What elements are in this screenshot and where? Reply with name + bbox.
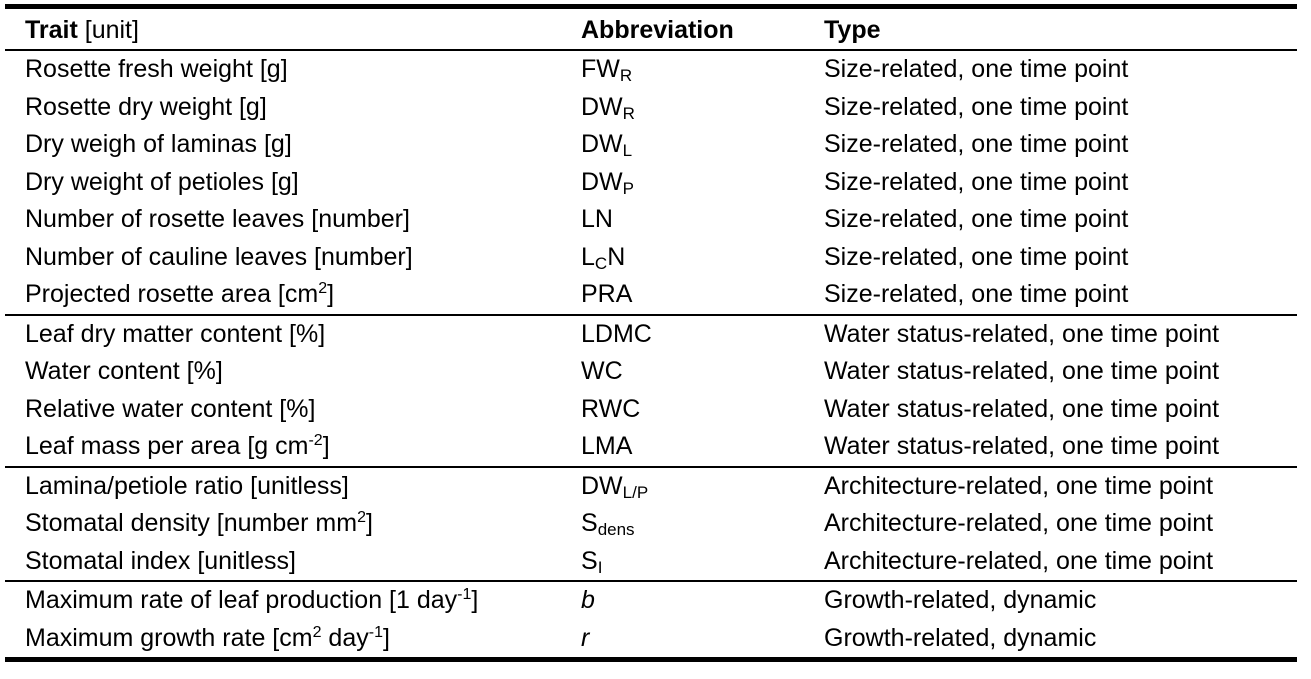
table-row: Rosette fresh weight [g] FWR Size-relate… <box>5 49 1297 89</box>
type-cell: Architecture-related, one time point <box>824 509 1214 537</box>
trait-cell: Rosette fresh weight [g] <box>5 49 581 89</box>
header-type: Type <box>824 16 881 44</box>
table-row: Maximum growth rate [cm2 day-1] r Growth… <box>5 620 1297 658</box>
type-cell: Water status-related, one time point <box>824 394 1220 423</box>
trait-cell: Stomatal density [number mm2] <box>25 509 373 537</box>
table-row: Rosette dry weight [g] DWR Size-related,… <box>5 89 1297 127</box>
type-cell: Growth-related, dynamic <box>824 580 1297 620</box>
abbreviation-cell: SI <box>581 546 603 577</box>
table-row: Dry weight of petioles [g] DWP Size-rela… <box>5 164 1297 202</box>
traits-table-container: Trait [unit] Abbreviation Type Rosette f… <box>5 4 1297 662</box>
trait-cell: Relative water content [%] <box>25 394 316 423</box>
table-row: Number of rosette leaves [number] LN Siz… <box>5 201 1297 239</box>
abbreviation-cell: DWR <box>581 92 635 123</box>
abbreviation-cell: LCN <box>581 242 626 273</box>
table-row: Water content [%] WC Water status-relate… <box>5 353 1297 391</box>
trait-cell: Projected rosette area [cm2] <box>25 280 335 308</box>
type-cell: Water status-related, one time point <box>824 432 1220 460</box>
bottom-rule <box>5 657 1297 662</box>
table-row: Stomatal density [number mm2] Sdens Arch… <box>5 505 1297 543</box>
abbreviation-cell: FWR <box>581 49 824 89</box>
trait-cell: Maximum rate of leaf production [1 day-1… <box>5 580 581 620</box>
table-row: Projected rosette area [cm2] PRA Size-re… <box>5 276 1297 315</box>
trait-cell: Dry weigh of laminas [g] <box>25 130 292 158</box>
header-abbreviation: Abbreviation <box>581 16 734 44</box>
type-cell: Size-related, one time point <box>824 167 1129 196</box>
trait-cell: Dry weight of petioles [g] <box>25 167 299 196</box>
trait-cell: Stomatal index [unitless] <box>25 546 296 575</box>
trait-cell: Leaf mass per area [g cm-2] <box>25 432 330 460</box>
type-cell: Size-related, one time point <box>824 49 1297 89</box>
trait-cell: Number of rosette leaves [number] <box>25 205 410 233</box>
abbreviation-cell: LN <box>581 205 613 233</box>
abbreviation-cell: LDMC <box>581 313 824 353</box>
type-cell: Size-related, one time point <box>824 130 1129 158</box>
header-trait-unit: [unit] <box>84 16 139 44</box>
abbreviation-cell: Sdens <box>581 509 635 539</box>
type-cell: Size-related, one time point <box>824 205 1129 233</box>
abbreviation-cell: DWL/P <box>581 465 824 505</box>
abbreviation-cell: RWC <box>581 394 641 423</box>
header-trait-label: Trait <box>25 16 78 44</box>
table-row: Leaf dry matter content [%] LDMC Water s… <box>5 313 1297 353</box>
type-cell: Growth-related, dynamic <box>824 623 1097 652</box>
type-cell: Architecture-related, one time point <box>824 465 1297 505</box>
trait-cell: Number of cauline leaves [number] <box>25 242 413 271</box>
table-row: Relative water content [%] RWC Water sta… <box>5 391 1297 429</box>
table-row: Lamina/petiole ratio [unitless] DWL/P Ar… <box>5 465 1297 505</box>
abbreviation-cell: DWL <box>581 130 633 160</box>
table-row: Dry weigh of laminas [g] DWL Size-relate… <box>5 126 1297 164</box>
type-cell: Size-related, one time point <box>824 92 1129 121</box>
abbreviation-cell: LMA <box>581 432 633 460</box>
table-row: Number of cauline leaves [number] LCN Si… <box>5 239 1297 277</box>
trait-cell: Rosette dry weight [g] <box>25 92 267 121</box>
top-rule <box>5 4 1297 9</box>
type-cell: Size-related, one time point <box>824 280 1129 308</box>
table-row: Stomatal index [unitless] SI Architectur… <box>5 543 1297 582</box>
abbreviation-cell: PRA <box>581 280 633 308</box>
type-cell: Water status-related, one time point <box>824 357 1220 385</box>
table-header-row: Trait [unit] Abbreviation Type <box>5 9 1297 50</box>
abbreviation-cell: WC <box>581 357 623 385</box>
trait-cell: Lamina/petiole ratio [unitless] <box>5 465 581 505</box>
abbreviation-cell: DWP <box>581 167 634 198</box>
table-row: Maximum rate of leaf production [1 day-1… <box>5 580 1297 620</box>
traits-table: Trait [unit] Abbreviation Type Rosette f… <box>5 9 1297 657</box>
abbreviation-cell: b <box>581 580 824 620</box>
trait-cell: Leaf dry matter content [%] <box>5 313 581 353</box>
type-cell: Water status-related, one time point <box>824 313 1297 353</box>
trait-cell: Water content [%] <box>25 357 223 385</box>
header-trait: Trait [unit] <box>5 9 581 50</box>
table-row: Leaf mass per area [g cm-2] LMA Water st… <box>5 428 1297 467</box>
trait-cell: Maximum growth rate [cm2 day-1] <box>25 623 390 652</box>
abbreviation-cell: r <box>581 623 590 652</box>
type-cell: Architecture-related, one time point <box>824 546 1214 575</box>
type-cell: Size-related, one time point <box>824 242 1129 271</box>
